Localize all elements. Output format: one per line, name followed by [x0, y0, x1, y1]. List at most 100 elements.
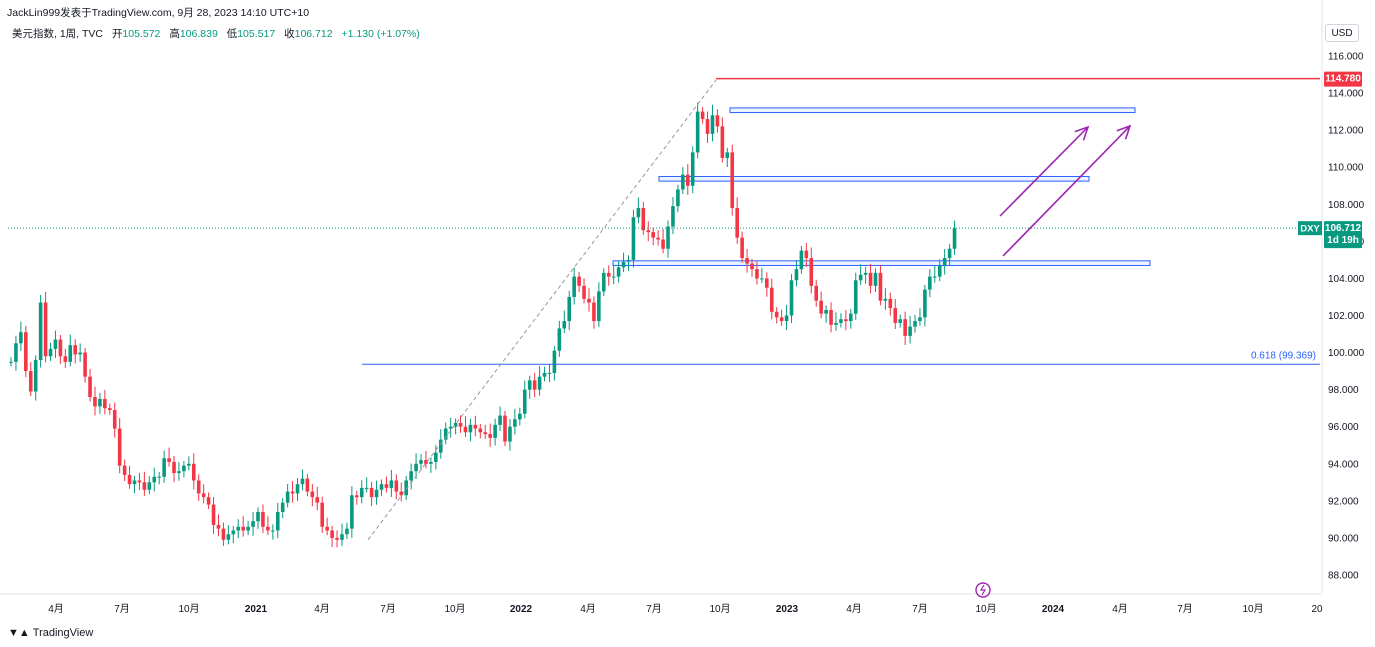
- support-resistance-zones: [612, 107, 1151, 266]
- candle-body: [127, 474, 132, 485]
- candle-body: [167, 458, 171, 462]
- candle-body: [839, 319, 843, 323]
- candle-body: [117, 428, 122, 466]
- candle-body: [537, 376, 542, 390]
- currency-button[interactable]: USD: [1325, 24, 1359, 42]
- candle-body: [196, 480, 201, 494]
- candle-body: [779, 317, 784, 322]
- open-value: 105.572: [122, 28, 161, 40]
- change-value: +1.130 (+1.07%): [341, 28, 420, 40]
- candle-body: [162, 458, 166, 477]
- time-tick-label: 4月: [580, 603, 596, 615]
- candle-body: [359, 487, 364, 498]
- zone-box: [658, 175, 1090, 182]
- candle-body: [414, 463, 418, 472]
- candle-body: [819, 300, 823, 314]
- candle-body: [849, 313, 853, 322]
- candle-body: [656, 237, 660, 240]
- candle-body: [903, 319, 907, 336]
- time-tick-label: 10月: [975, 603, 996, 615]
- candle-body: [522, 389, 527, 414]
- time-tick-label: 2024: [1042, 604, 1065, 615]
- tv-logo-icon: ▼▲: [8, 627, 30, 639]
- tradingview-logo: ▼▲ TradingView: [8, 627, 94, 639]
- candle-body: [53, 339, 58, 349]
- projection-arrow-2-head: [1116, 124, 1132, 140]
- candle-body: [438, 439, 443, 453]
- candle-body: [542, 372, 547, 377]
- time-tick-label: 4月: [846, 603, 862, 615]
- candle-body: [182, 465, 186, 472]
- candle-body: [93, 397, 97, 407]
- fib-0618-label: 0.618 (99.369): [1251, 350, 1316, 361]
- time-axis[interactable]: 4月 7月 10月 2021 4月 7月 10月 2022 4月 7月 10月 2023 4月 7月 10月…: [48, 582, 1323, 615]
- candle-body: [824, 309, 828, 314]
- candle-body: [404, 480, 408, 496]
- candle-body: [636, 207, 641, 218]
- candle-body: [28, 371, 33, 392]
- price-tick-label: 94.000: [1328, 459, 1359, 470]
- candle-body: [745, 258, 749, 264]
- price-tick-label: 100.000: [1328, 348, 1365, 359]
- candle-body: [740, 237, 744, 259]
- chart-credit: JackLin999发表于TradingView.com, 9月 28, 202…: [7, 7, 310, 19]
- candle-body: [488, 434, 492, 438]
- candle-body: [908, 326, 912, 336]
- candle-body: [760, 278, 764, 280]
- candle-body: [172, 461, 176, 474]
- candle-body: [63, 356, 68, 362]
- candle-body: [355, 495, 359, 498]
- candle-body: [730, 152, 735, 208]
- symbol-tag-bg: [1298, 221, 1322, 236]
- price-tick-label: 92.000: [1328, 496, 1359, 507]
- candle-body: [191, 463, 196, 481]
- candle-body: [493, 424, 497, 438]
- candle-body: [690, 152, 695, 186]
- candle-body: [769, 287, 774, 312]
- price-tick-label: 108.000: [1328, 200, 1365, 211]
- high-value: 106.839: [179, 28, 218, 40]
- candle-body: [873, 272, 878, 286]
- candle-body: [928, 276, 932, 290]
- time-tick-label: 10月: [178, 603, 199, 615]
- candle-body: [735, 207, 739, 238]
- resistance-price-label-text: 114.780: [1325, 74, 1361, 85]
- candle-body: [187, 463, 191, 466]
- candle-body: [24, 332, 28, 372]
- candle-body: [177, 471, 181, 474]
- candle-body: [458, 423, 463, 427]
- close-value: 106.712: [294, 28, 333, 40]
- candle-body: [923, 289, 927, 318]
- price-tick-label: 98.000: [1328, 385, 1359, 396]
- low-value: 105.517: [237, 28, 276, 40]
- price-axis[interactable]: 88.000 90.000 92.000 94.000 96.000 98.000 100.…: [1324, 52, 1365, 582]
- candle-body: [142, 482, 147, 490]
- candle-body: [157, 476, 161, 478]
- chart-overlays: 0.618 (99.369) DXY: [8, 77, 1322, 541]
- candle-body: [137, 480, 142, 483]
- time-tick-label: 7月: [380, 603, 396, 615]
- candle-body: [932, 276, 937, 278]
- candle-body: [345, 528, 349, 535]
- candle-body: [9, 361, 13, 363]
- candle-body: [453, 423, 458, 427]
- candle-body: [473, 424, 478, 429]
- candle-body: [863, 272, 868, 275]
- high-label: 高: [169, 28, 180, 40]
- candle-body: [750, 263, 754, 270]
- candle-body: [246, 526, 250, 531]
- candle-body: [844, 319, 848, 322]
- candle-body: [592, 302, 596, 322]
- price-tick-label: 112.000: [1328, 126, 1364, 137]
- candle-body: [206, 497, 211, 505]
- candle-body: [448, 426, 453, 429]
- resistance-price-label-bg: [1324, 71, 1362, 87]
- candle-body: [419, 460, 423, 464]
- candle-body: [335, 537, 339, 540]
- candle-body: [152, 476, 157, 483]
- candle-body: [597, 291, 601, 322]
- candle-body: [112, 410, 117, 429]
- candle-body: [765, 278, 769, 288]
- current-price-label-bg: [1324, 221, 1362, 249]
